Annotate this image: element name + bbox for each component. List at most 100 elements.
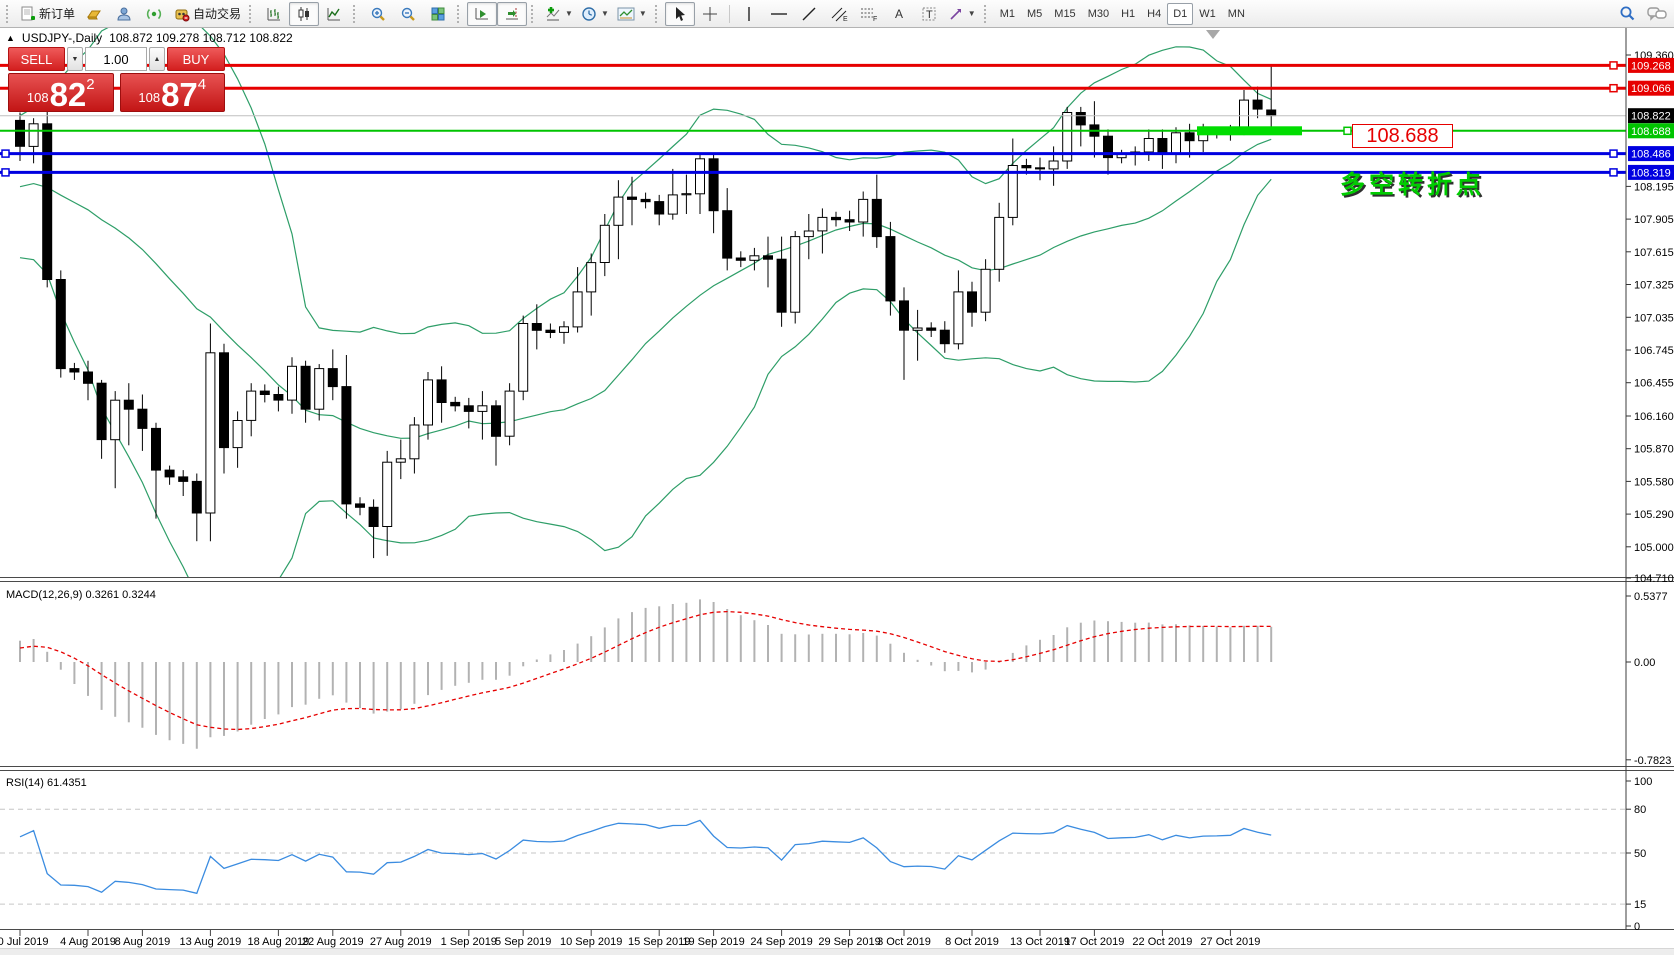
sell-button[interactable]: SELL: [8, 47, 65, 71]
highlight-zone[interactable]: [1197, 126, 1302, 136]
svg-text:50: 50: [1634, 848, 1646, 860]
price-annotation-label[interactable]: 108.688: [1352, 124, 1453, 148]
svg-text:107.905: 107.905: [1634, 214, 1674, 226]
timeframe-button-m15[interactable]: M15: [1054, 7, 1076, 20]
vertical-line-tool-button[interactable]: [734, 2, 764, 26]
svg-text:E: E: [843, 16, 848, 22]
price-axis-ticks[interactable]: 109.360108.195107.905107.615107.325107.0…: [1626, 50, 1674, 585]
timeframe-button-mn[interactable]: MN: [1227, 7, 1245, 20]
rsi-axis-ticks[interactable]: 100 80 50 15 0: [1626, 776, 1652, 933]
collapse-panel-arrow[interactable]: ▲: [6, 33, 15, 43]
timeframe-button-w1[interactable]: W1: [1199, 7, 1216, 20]
signals-button[interactable]: [139, 2, 169, 26]
indicators-button[interactable]: ▼: [541, 2, 577, 26]
date-tick-label: 27 Oct 2019: [1200, 936, 1260, 948]
chart-canvas[interactable]: 109.360108.195107.905107.615107.325107.0…: [0, 28, 1674, 955]
zoom-in-icon: [371, 7, 385, 21]
auto-scroll-button[interactable]: [467, 1, 498, 26]
accounts-button[interactable]: [109, 2, 139, 26]
date-tick-label: 8 Aug 2019: [115, 936, 171, 948]
tile-windows-button[interactable]: [423, 2, 453, 26]
timeframe-button-m5[interactable]: M5: [1027, 7, 1043, 20]
hline-108319[interactable]: [0, 168, 1626, 177]
chinese-annotation-text[interactable]: 多空转折点: [1340, 171, 1486, 199]
fibonacci-tool-button[interactable]: F: [854, 2, 884, 26]
zoom-in-button[interactable]: [363, 2, 393, 26]
text-label-tool-button[interactable]: T: [914, 2, 944, 26]
line-chart-icon: [327, 7, 341, 20]
hline-108486[interactable]: [0, 149, 1626, 158]
equidistant-channel-tool-button[interactable]: E: [824, 2, 854, 26]
chart-ohlc-values: 108.872 109.278 108.712 108.822: [109, 31, 293, 45]
rsi-line: [19, 819, 1272, 895]
date-tick-label: 13 Aug 2019: [180, 936, 242, 948]
cursor-tool-button[interactable]: [664, 1, 695, 26]
svg-text:105.000: 105.000: [1634, 542, 1674, 554]
svg-text:80: 80: [1634, 804, 1646, 816]
svg-text:100: 100: [1634, 776, 1652, 788]
date-tick-label: 15 Sep 2019: [628, 936, 690, 948]
hline-109268[interactable]: [0, 61, 1626, 70]
autotrading-label: 自动交易: [193, 7, 242, 21]
line-chart-button[interactable]: [319, 2, 349, 26]
svg-text:108.319: 108.319: [1631, 167, 1671, 179]
buy-button[interactable]: BUY: [167, 47, 225, 71]
volume-down-spinner[interactable]: ▼: [67, 47, 83, 71]
toolbar-grip[interactable]: [654, 4, 661, 23]
macd-axis-ticks[interactable]: 0.5377 0.00 -0.7823: [1626, 591, 1671, 767]
svg-text:108.688: 108.688: [1631, 126, 1671, 138]
chart-shift-button[interactable]: [497, 1, 528, 26]
svg-text:105.870: 105.870: [1634, 444, 1674, 456]
templates-button[interactable]: ▼: [613, 2, 651, 26]
timeframe-button-d1[interactable]: D1: [1167, 2, 1194, 25]
periods-button[interactable]: ▼: [577, 2, 613, 26]
signal-icon: [146, 8, 162, 19]
sell-price-box[interactable]: 108 82 2: [8, 73, 114, 112]
crosshair-icon: [702, 6, 717, 21]
trendline-tool-button[interactable]: [794, 2, 824, 26]
svg-text:A: A: [895, 7, 903, 21]
autotrading-button[interactable]: 自动交易: [169, 2, 245, 26]
sell-price-pips: 82: [49, 75, 87, 113]
chart-symbol-period: USDJPY-,Daily: [21, 31, 103, 45]
window-bottom-edge: [0, 948, 1674, 955]
timeframe-button-m30[interactable]: M30: [1087, 7, 1110, 20]
volume-input[interactable]: [85, 47, 147, 71]
svg-text:T: T: [926, 9, 933, 21]
chat-button[interactable]: [1642, 2, 1672, 26]
new-order-button[interactable]: 新订单: [16, 2, 79, 26]
svg-text:0.00: 0.00: [1634, 657, 1655, 669]
volume-up-spinner[interactable]: ▲: [149, 47, 165, 71]
arrows-tool-button[interactable]: ▼: [944, 2, 980, 26]
svg-text:104.710: 104.710: [1634, 573, 1674, 585]
svg-text:108.195: 108.195: [1634, 181, 1674, 193]
date-tick-label: 22 Aug 2019: [302, 936, 364, 948]
hline-109066[interactable]: [0, 83, 1626, 93]
date-tick-label: 24 Sep 2019: [750, 936, 812, 948]
bar-chart-button[interactable]: [259, 2, 289, 26]
arrows-icon: [950, 8, 961, 20]
date-tick-label: 8 Oct 2019: [945, 936, 999, 948]
buy-price-box[interactable]: 108 87 4: [119, 73, 225, 112]
toolbar-grip[interactable]: [983, 4, 990, 23]
chevron-down-icon: ▼: [638, 9, 647, 18]
gold-button[interactable]: [79, 2, 109, 26]
candlestick-chart-button[interactable]: [289, 1, 320, 26]
timeframe-button-m1[interactable]: M1: [999, 7, 1015, 20]
toolbar-grip[interactable]: [6, 4, 12, 23]
search-button[interactable]: [1612, 2, 1642, 26]
chart-shift-marker: [1206, 30, 1220, 39]
horizontal-line-tool-button[interactable]: [764, 2, 794, 26]
timeframe-button-h1[interactable]: H1: [1121, 7, 1136, 20]
panel-separators[interactable]: [0, 577, 1674, 930]
toolbar-grip[interactable]: [249, 4, 255, 23]
zoom-out-button[interactable]: [393, 2, 423, 26]
toolbar-grip[interactable]: [531, 4, 537, 23]
crosshair-tool-button[interactable]: [695, 2, 725, 26]
text-tool-button[interactable]: A: [884, 2, 914, 26]
new-order-icon: [21, 6, 35, 20]
toolbar-grip[interactable]: [353, 4, 359, 23]
timeframe-button-h4[interactable]: H4: [1147, 7, 1162, 20]
toolbar-grip[interactable]: [457, 4, 463, 23]
